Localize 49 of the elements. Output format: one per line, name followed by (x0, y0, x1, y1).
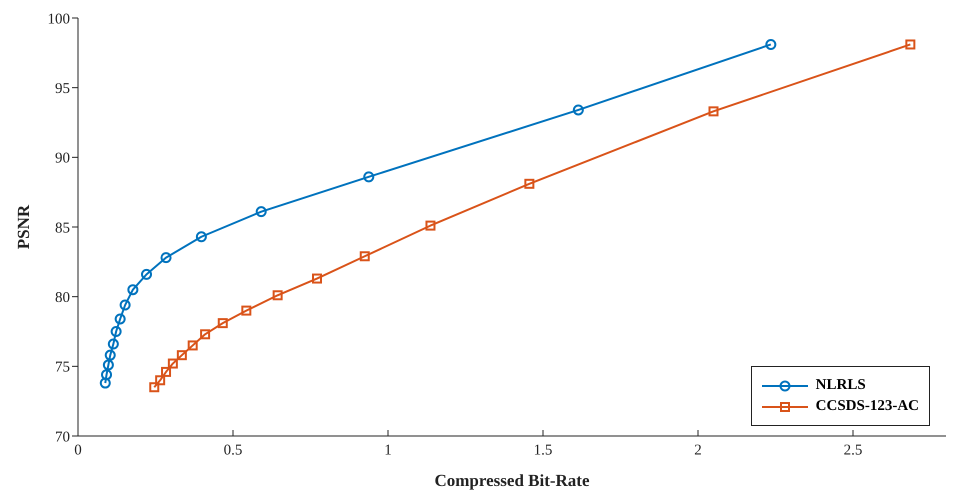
y-tick-label: 85 (55, 220, 70, 236)
point (101, 369, 112, 380)
x-tick-label: 0.5 (224, 442, 242, 459)
point (272, 290, 283, 300)
y-tick-label: 80 (55, 290, 70, 306)
y-tick-label: 75 (55, 360, 70, 376)
point (141, 268, 152, 280)
legend-label: NLRLS (816, 377, 866, 394)
point (241, 306, 252, 316)
point (104, 350, 116, 361)
point (708, 106, 718, 116)
point (524, 178, 534, 189)
y-tick-label: 95 (55, 80, 70, 97)
point (149, 382, 160, 392)
x-tick-label: 2.5 (844, 442, 862, 459)
point (161, 366, 172, 377)
point (160, 252, 172, 264)
point (100, 378, 111, 389)
point (120, 300, 131, 311)
point (572, 104, 584, 116)
x-tick-label: 0 (74, 442, 82, 459)
y-axis-title: PSNR (14, 204, 34, 250)
point (218, 318, 228, 328)
point (905, 39, 916, 50)
point (108, 338, 119, 350)
x-tick-label: 1.5 (534, 442, 552, 459)
point (102, 359, 114, 370)
point (196, 231, 207, 242)
point (110, 326, 122, 337)
y-tick-label: 70 (55, 429, 70, 446)
legend-label: CCSDS-123-AC (816, 398, 919, 415)
y-tick-label: 90 (55, 150, 70, 167)
x-tick-label: 1 (384, 442, 392, 459)
x-tick-label: 2 (694, 442, 702, 459)
point (363, 171, 374, 182)
point (188, 340, 198, 350)
point (155, 375, 166, 386)
point (114, 313, 126, 324)
point (425, 220, 436, 231)
point (765, 38, 776, 50)
point (312, 274, 322, 284)
point (176, 350, 187, 360)
x-axis-title: Compressed Bit-Rate (434, 471, 590, 490)
point (200, 329, 210, 340)
point (256, 206, 267, 218)
point (360, 251, 370, 262)
point (168, 358, 178, 369)
y-tick-label: 100 (48, 11, 70, 28)
point (127, 284, 138, 296)
